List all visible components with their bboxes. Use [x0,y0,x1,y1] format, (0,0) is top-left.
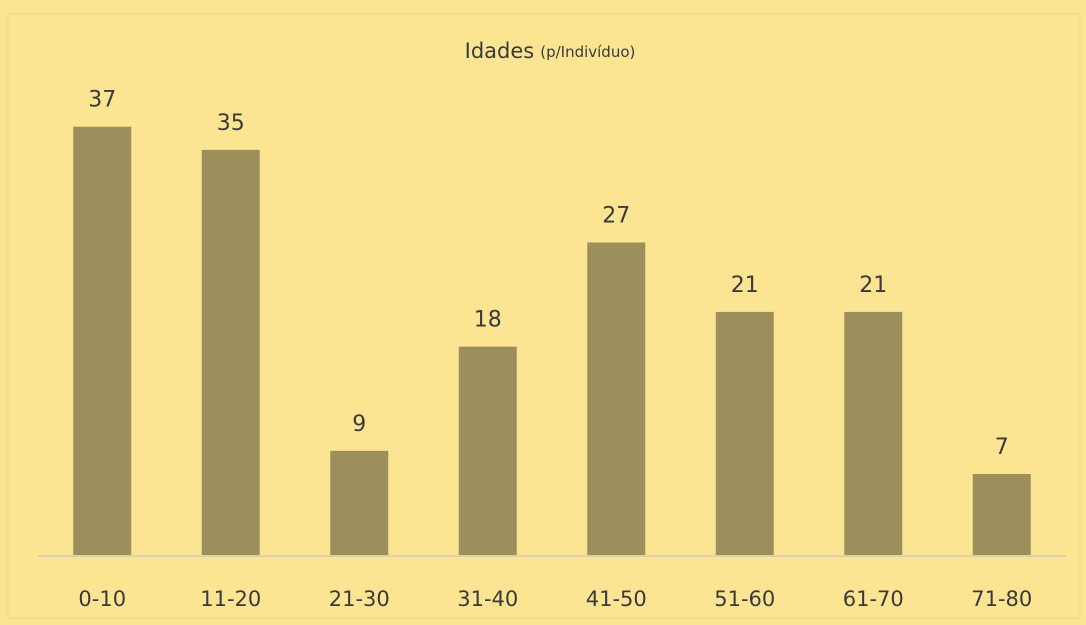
x-tick-label: 41-50 [586,587,647,611]
x-tick-label: 71-80 [971,587,1032,611]
value-label: 21 [859,273,887,298]
chart-title: Idades (p/Indivíduo) [465,39,636,63]
title-sub: (p/Indivíduo) [540,43,635,61]
bar [844,311,903,555]
value-label: 21 [731,273,759,298]
x-tick-label: 31-40 [457,587,518,611]
x-tick-label: 21-30 [329,587,390,611]
plot-frame [7,13,1081,619]
value-label: 35 [217,111,245,136]
bar [201,149,260,555]
x-tick-label: 61-70 [843,587,904,611]
bar [330,450,389,555]
value-label: 37 [88,88,116,113]
x-tick-label: 11-20 [200,587,261,611]
bar [972,473,1031,555]
value-label: 7 [995,435,1009,460]
bar [587,242,646,555]
value-label: 18 [474,308,502,333]
x-tick-label: 51-60 [714,587,775,611]
title-main: Idades [465,39,535,63]
x-tick-label: 0-10 [78,587,126,611]
value-label: 9 [352,412,366,437]
bar [73,126,132,555]
bar [458,346,517,555]
value-label: 27 [602,203,630,228]
bar [715,311,774,555]
